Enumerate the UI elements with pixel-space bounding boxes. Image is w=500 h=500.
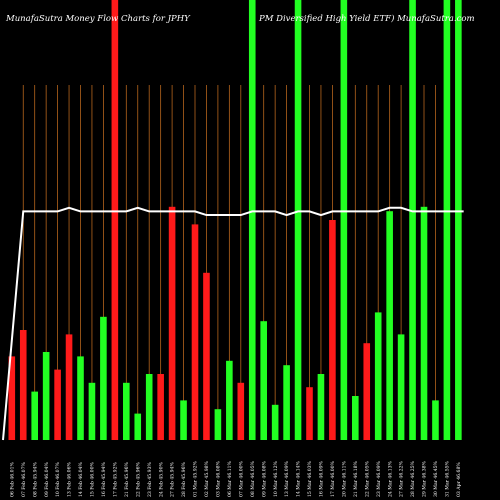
bar-4 [54, 369, 61, 440]
x-tick-label-22: 09 Mar 46.08% [261, 460, 267, 497]
bar-19 [226, 360, 233, 440]
x-tick-label-10: 21 Feb 45.96% [124, 461, 130, 497]
x-tick-label-9: 17 Feb 45.92% [112, 461, 118, 497]
x-tick-label-2: 08 Feb 45.94% [32, 461, 38, 497]
bar-26 [306, 387, 313, 440]
bar-22 [260, 321, 267, 440]
bar-34 [397, 334, 405, 440]
x-tick-label-26: 15 Mar 46.03% [307, 460, 313, 497]
bar-25 [294, 0, 302, 440]
x-tick-label-34: 27 Mar 46.22% [399, 460, 405, 497]
bar-12 [145, 374, 153, 440]
x-tick-label-23: 10 Mar 46.12% [273, 460, 279, 497]
bar-13 [157, 374, 164, 440]
chart-title-right: PM Diversified High Yield ETF) MunafaSut… [258, 13, 475, 24]
bar-21 [248, 0, 256, 440]
bars [8, 0, 462, 440]
bar-3 [42, 352, 50, 440]
x-tick-label-16: 01 Mar 45.92% [193, 460, 199, 497]
bar-9 [111, 0, 119, 440]
bar-28 [329, 220, 336, 440]
x-tick-label-21: 08 Mar 46.05% [250, 460, 256, 497]
bar-17 [203, 272, 210, 440]
bar-23 [271, 404, 279, 440]
bar-8 [100, 316, 107, 440]
x-tick-label-31: 22 Mar 46.05% [364, 460, 370, 497]
bar-11 [134, 413, 142, 440]
bar-20 [237, 382, 245, 440]
bar-0 [8, 356, 16, 440]
x-tick-label-11: 22 Feb 45.96% [135, 461, 141, 497]
x-tick-label-4: 10 Feb 46.07% [55, 461, 61, 497]
x-tick-label-12: 23 Feb 45.93% [147, 461, 153, 497]
bar-38 [443, 0, 451, 440]
x-tick-label-15: 28 Feb 45.96% [181, 461, 187, 497]
x-tick-label-29: 20 Mar 46.11% [341, 460, 347, 497]
x-tick-label-13: 24 Feb 45.90% [158, 461, 164, 497]
bar-5 [65, 334, 73, 440]
x-tick-label-19: 06 Mar 46.11% [227, 460, 233, 497]
x-tick-labels: 06 Feb 46.01% 07 Feb 46.07% 08 Feb 45.94% 0… [9, 460, 462, 497]
x-tick-label-25: 14 Mar 46.14% [296, 460, 302, 497]
bar-31 [363, 343, 371, 440]
bar-18 [214, 409, 222, 440]
bar-14 [168, 206, 176, 440]
money-flow-line [2, 206, 464, 441]
bar-37 [432, 400, 439, 440]
x-tick-label-5: 13 Feb 46.06% [67, 461, 73, 497]
x-tick-label-14: 27 Feb 45.94% [170, 461, 176, 497]
bar-24 [283, 365, 290, 440]
x-tick-label-32: 23 Mar 46.09% [376, 460, 382, 497]
bar-6 [77, 356, 84, 440]
bar-29 [340, 0, 348, 440]
bar-32 [374, 312, 382, 440]
chart-title-left: MunafaSutra Money Flow Charts for JPHY [5, 14, 191, 24]
x-tick-label-37: 30 Mar 46.45% [433, 460, 439, 497]
bar-33 [386, 211, 393, 440]
bar-35 [409, 0, 416, 440]
x-tick-label-7: 15 Feb 46.00% [90, 461, 96, 497]
x-tick-label-30: 21 Mar 46.18% [353, 460, 359, 497]
bar-2 [31, 391, 38, 440]
x-tick-label-6: 14 Feb 46.04% [78, 461, 84, 497]
x-tick-label-36: 29 Mar 46.38% [422, 460, 428, 497]
x-tick-label-20: 07 Mar 46.00% [238, 460, 244, 497]
x-tick-label-38: 31 Mar 46.55% [445, 460, 451, 497]
bar-16 [191, 224, 199, 440]
bar-36 [420, 206, 428, 440]
x-tick-label-17: 02 Mar 45.98% [204, 460, 210, 497]
bar-39 [455, 0, 462, 440]
bar-7 [88, 382, 96, 440]
x-tick-label-8: 16 Feb 45.94% [101, 461, 107, 497]
x-tick-label-28: 17 Mar 46.00% [330, 460, 336, 497]
x-tick-label-33: 24 Mar 46.13% [387, 460, 393, 497]
x-tick-label-27: 16 Mar 46.09% [319, 460, 325, 497]
x-tick-label-24: 13 Mar 46.09% [284, 460, 290, 497]
bar-30 [352, 396, 359, 440]
bar-15 [180, 400, 187, 440]
x-tick-label-35: 28 Mar 46.25% [410, 460, 416, 497]
x-tick-label-18: 03 Mar 46.08% [216, 460, 222, 497]
bar-1 [19, 330, 27, 440]
x-tick-label-0: 06 Feb 46.01% [9, 461, 15, 497]
x-tick-label-1: 07 Feb 46.07% [21, 461, 27, 497]
x-tick-label-3: 09 Feb 46.04% [44, 461, 50, 497]
money-flow-line-group [2, 206, 464, 441]
x-tick-label-39: 03 Apr 46.68% [456, 462, 462, 497]
bar-27 [317, 374, 325, 440]
bar-10 [123, 382, 130, 440]
